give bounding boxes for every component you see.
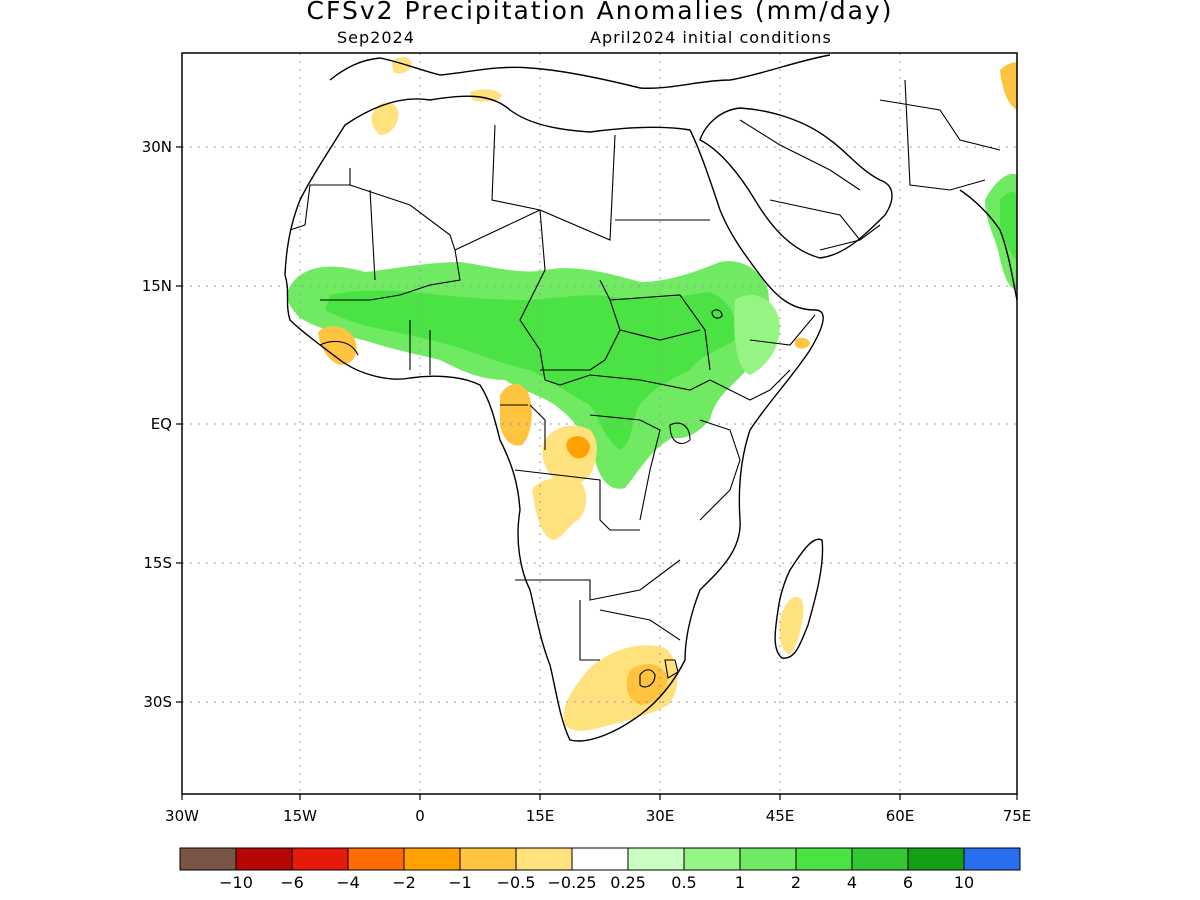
tick-marks: [176, 146, 1018, 800]
colorbar-label: −10: [219, 873, 253, 892]
lat-label: EQ: [151, 415, 172, 433]
lat-label: 15S: [143, 554, 172, 572]
colorbar-label: −0.5: [497, 873, 536, 892]
europe-coastline: [329, 54, 831, 89]
forecast-month: Sep2024: [337, 28, 415, 47]
colorbar: −10 −6 −4 −2 −1 −0.5 −0.25 0.25 0.5 1 2 4 6 10: [179, 847, 1021, 892]
colorbar-swatch: [347, 847, 405, 871]
anomaly-region-southasia-dry: [1000, 62, 1017, 110]
anomaly-region-maghreb-dry: [371, 102, 399, 135]
anomaly-region-ethiopia-wet: [734, 295, 780, 375]
colorbar-label: −0.25: [547, 873, 596, 892]
arabia-coastline: [699, 107, 893, 259]
colorbar-swatch: [683, 847, 741, 871]
colorbar-swatch: [179, 847, 237, 871]
lon-label: 15E: [526, 807, 555, 825]
madagascar-coastline: [774, 538, 824, 659]
lon-tick-labels: 30W 15W 0 15E 30E 45E 60E 75E: [165, 807, 1031, 825]
lat-label: 15N: [142, 277, 172, 295]
anomaly-core-congo: [566, 436, 590, 459]
colorbar-label: 0.5: [671, 873, 696, 892]
colorbar-label: 4: [847, 873, 857, 892]
colorbar-swatch: [571, 847, 629, 871]
colorbar-label: 6: [903, 873, 913, 892]
lat-label: 30S: [143, 693, 172, 711]
lat-label: 30N: [142, 138, 172, 156]
colorbar-label: 1: [735, 873, 745, 892]
lon-label: 45E: [766, 807, 795, 825]
colorbar-label: 10: [954, 873, 974, 892]
colorbar-swatch: [459, 847, 517, 871]
lat-tick-labels: 30N 15N EQ 15S 30S: [142, 138, 172, 711]
anomaly-region-angola-dry: [532, 477, 587, 540]
anomaly-core-south-africa: [626, 663, 668, 705]
anomaly-region-west-africa-dry: [318, 326, 357, 365]
colorbar-swatch: [235, 847, 293, 871]
country-borders: [289, 79, 1001, 688]
colorbar-label: 2: [791, 873, 801, 892]
anomaly-region-madagascar-dry: [779, 596, 804, 655]
anomaly-region-gabon-dry: [500, 384, 532, 446]
anomaly-core-sahel: [325, 290, 737, 450]
anomaly-region-somalia-dry: [795, 337, 810, 349]
colorbar-swatch: [627, 847, 685, 871]
colorbar-label: −1: [448, 873, 472, 892]
initial-conditions-label: April2024 initial conditions: [590, 28, 832, 47]
colorbar-label: −4: [336, 873, 360, 892]
colorbar-swatch: [291, 847, 349, 871]
anomaly-region-tunisia-dry: [470, 89, 502, 102]
colorbar-swatch: [403, 847, 461, 871]
lon-label: 75E: [1003, 807, 1032, 825]
colorbar-swatch: [907, 847, 965, 871]
lon-label: 0: [415, 807, 425, 825]
anomaly-region-iberia-dry: [392, 56, 412, 74]
colorbar-swatch: [795, 847, 853, 871]
colorbar-swatch: [515, 847, 573, 871]
colorbar-swatch: [851, 847, 909, 871]
colorbar-swatch: [739, 847, 797, 871]
lon-label: 30W: [165, 807, 199, 825]
lon-label: 15W: [283, 807, 317, 825]
colorbar-label: −2: [392, 873, 416, 892]
colorbar-label: 0.25: [610, 873, 646, 892]
coastlines: [284, 54, 1017, 742]
africa-coastline: [284, 95, 824, 742]
india-coastline: [959, 189, 1017, 301]
chart-title: CFSv2 Precipitation Anomalies (mm/day): [306, 0, 894, 25]
anomaly-core-india: [1000, 191, 1017, 260]
lon-label: 60E: [886, 807, 915, 825]
colorbar-label: −6: [280, 873, 304, 892]
grid-lines: [182, 53, 1017, 794]
colorbar-swatch: [963, 847, 1021, 871]
lon-label: 30E: [646, 807, 675, 825]
